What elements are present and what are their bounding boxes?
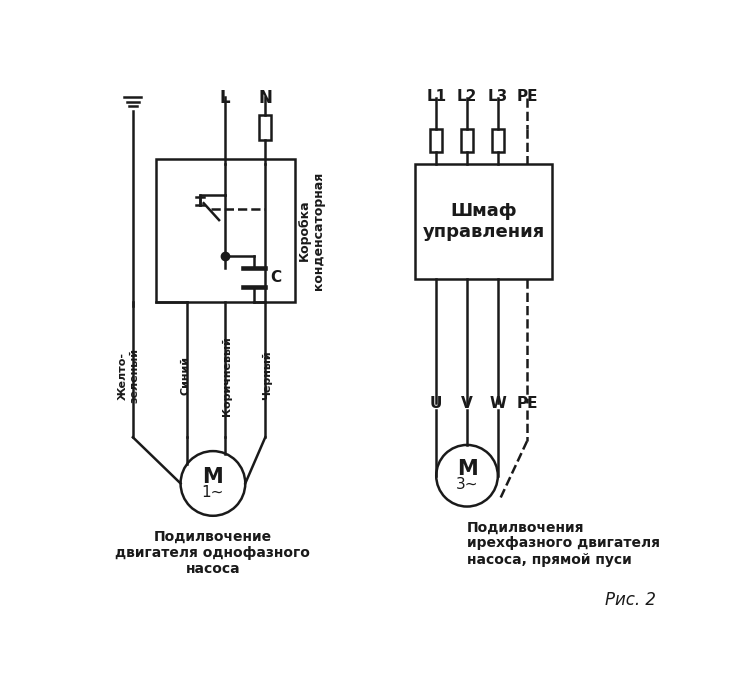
Text: N: N [259, 89, 272, 107]
Bar [259, 116, 271, 140]
Text: PE: PE [517, 397, 538, 412]
Text: M: M [456, 459, 478, 479]
Text: Подилвочения
ирехфазного двигателя
насоса, прямой пуси: Подилвочения ирехфазного двигателя насос… [467, 520, 660, 567]
Text: W: W [490, 397, 506, 412]
Text: 3~: 3~ [456, 477, 478, 493]
Circle shape [180, 451, 245, 516]
Text: PE: PE [517, 89, 538, 104]
Bar [430, 129, 442, 152]
Text: Рис. 2: Рис. 2 [605, 592, 656, 610]
Bar [492, 129, 504, 152]
Bar [461, 129, 473, 152]
Text: V: V [461, 397, 473, 412]
Text: Синий: Синий [180, 356, 190, 395]
Text: U: U [430, 397, 442, 412]
Text: L: L [220, 89, 231, 107]
Text: Коробка
конденсаторная: Коробка конденсаторная [298, 172, 326, 290]
Text: M: M [202, 466, 223, 486]
Text: C: C [271, 270, 282, 285]
Bar [156, 158, 295, 302]
Text: Шмаф
управления: Шмаф управления [423, 202, 544, 241]
Text: Коричневый: Коричневый [222, 336, 232, 415]
Bar [415, 164, 552, 280]
Text: Подилвочение
двигателя однофазного
насоса: Подилвочение двигателя однофазного насос… [116, 529, 311, 576]
Text: Черный: Черный [262, 351, 272, 401]
Text: L1: L1 [426, 89, 446, 104]
Text: Желто-
зеленый: Желто- зеленый [117, 348, 139, 403]
Text: 1~: 1~ [202, 485, 224, 500]
Circle shape [436, 445, 498, 507]
Text: L2: L2 [456, 89, 478, 104]
Text: L3: L3 [488, 89, 508, 104]
